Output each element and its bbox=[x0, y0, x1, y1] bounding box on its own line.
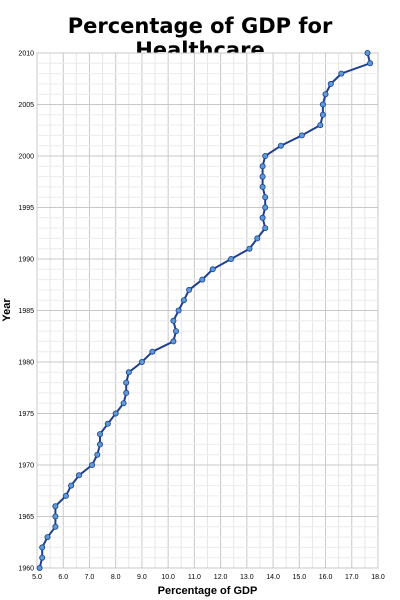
y-tick-label: 1970 bbox=[18, 463, 34, 470]
chart-title: Percentage of GDP for Healthcare bbox=[67, 14, 333, 62]
y-tick-label: 1965 bbox=[18, 514, 34, 521]
data-point bbox=[120, 400, 127, 407]
series-markers bbox=[36, 50, 374, 572]
data-point bbox=[52, 503, 59, 510]
tick-labels: 5.0 6.0 7.0 8.0 9.0 10.0 11.0 12.0 13.0 14.0 15.0 1… bbox=[18, 51, 384, 582]
x-tick-label: 13.0 bbox=[240, 574, 254, 581]
data-point bbox=[327, 80, 334, 87]
data-point bbox=[149, 348, 156, 355]
data-point bbox=[123, 389, 130, 396]
y-tick-label: 1985 bbox=[18, 308, 34, 315]
data-point bbox=[246, 245, 253, 252]
y-axis-label: Year bbox=[1, 298, 13, 322]
x-tick-label: 11.0 bbox=[188, 574, 201, 581]
data-point bbox=[262, 152, 269, 159]
data-point bbox=[180, 297, 187, 304]
data-point bbox=[186, 286, 193, 293]
x-axis-label: Percentage of GDP bbox=[157, 585, 258, 597]
y-tick-label: 2000 bbox=[18, 154, 34, 161]
y-tick-label: 1960 bbox=[18, 566, 34, 573]
data-point bbox=[367, 60, 374, 67]
y-tick-label: 1995 bbox=[18, 205, 34, 212]
x-tick-label: 16.0 bbox=[319, 574, 333, 581]
x-tick-label: 6.0 bbox=[58, 574, 68, 581]
data-point bbox=[44, 534, 51, 541]
data-point bbox=[68, 482, 75, 489]
data-point bbox=[262, 225, 269, 232]
x-tick-label: 5.0 bbox=[32, 574, 42, 581]
data-point bbox=[36, 565, 43, 572]
x-tick-label: 8.0 bbox=[111, 574, 121, 581]
data-point bbox=[112, 410, 119, 417]
y-tick-label: 1990 bbox=[18, 257, 34, 264]
data-point bbox=[228, 255, 235, 262]
data-point bbox=[259, 163, 266, 170]
data-point bbox=[39, 544, 46, 551]
y-tick-label: 1975 bbox=[18, 411, 34, 418]
data-point bbox=[89, 461, 96, 468]
x-tick-label: 18.0 bbox=[371, 574, 385, 581]
data-point bbox=[123, 379, 130, 386]
data-point bbox=[338, 70, 345, 77]
x-tick-label: 12.0 bbox=[214, 574, 228, 581]
data-point bbox=[52, 523, 59, 530]
data-point bbox=[277, 142, 284, 149]
data-point bbox=[39, 554, 46, 561]
data-point bbox=[52, 513, 59, 520]
data-point bbox=[259, 183, 266, 190]
data-point bbox=[262, 204, 269, 211]
data-point bbox=[199, 276, 206, 283]
data-point bbox=[175, 307, 182, 314]
data-point bbox=[172, 328, 179, 335]
data-point bbox=[319, 111, 326, 118]
data-point bbox=[125, 369, 132, 376]
y-tick-label: 2010 bbox=[18, 51, 34, 58]
x-tick-label: 17.0 bbox=[345, 574, 359, 581]
data-point bbox=[364, 50, 371, 57]
data-point bbox=[262, 194, 269, 201]
data-point bbox=[259, 173, 266, 180]
data-point bbox=[317, 122, 324, 129]
x-tick-label: 15.0 bbox=[292, 574, 306, 581]
data-point bbox=[76, 472, 83, 479]
grid bbox=[36, 52, 379, 569]
x-tick-label: 10.0 bbox=[161, 574, 175, 581]
data-point bbox=[322, 91, 329, 98]
data-point bbox=[319, 101, 326, 108]
data-point bbox=[104, 420, 111, 427]
data-point bbox=[138, 358, 145, 365]
data-point bbox=[259, 214, 266, 221]
data-point bbox=[298, 132, 305, 139]
data-point bbox=[97, 441, 104, 448]
x-tick-label: 9.0 bbox=[137, 574, 147, 581]
x-tick-label: 14.0 bbox=[266, 574, 280, 581]
data-point bbox=[254, 235, 261, 242]
data-point bbox=[62, 492, 69, 499]
data-point bbox=[209, 266, 216, 273]
y-tick-label: 1980 bbox=[18, 360, 34, 367]
data-point bbox=[170, 338, 177, 345]
y-tick-label: 2005 bbox=[18, 102, 34, 109]
data-point bbox=[97, 431, 104, 438]
data-point bbox=[170, 317, 177, 324]
data-point bbox=[94, 451, 101, 458]
x-tick-label: 7.0 bbox=[85, 574, 95, 581]
